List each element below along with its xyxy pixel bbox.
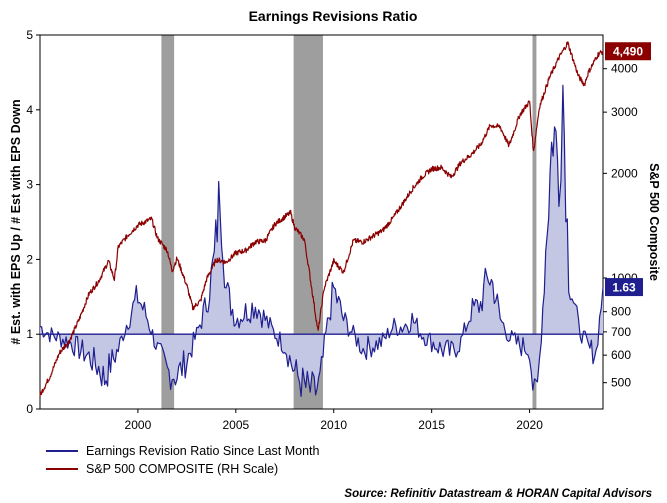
sp500-line <box>39 41 604 397</box>
plot-area <box>39 34 604 410</box>
ratio-line <box>39 84 604 397</box>
y-left-tick-label: 0 <box>26 402 33 416</box>
x-tick-label: 2020 <box>516 418 543 432</box>
y-right-tick-label: 2000 <box>611 166 638 180</box>
recession-band-0 <box>161 35 175 409</box>
x-tick-label: 2000 <box>125 418 152 432</box>
y-left-tick-label: 2 <box>26 252 33 266</box>
source-note: Source: Refinitiv Datastream & HORAN Cap… <box>344 488 652 500</box>
y-right-tick-label: 700 <box>611 325 631 339</box>
y-axis-left: 0 1 2 3 4 5 <box>26 28 40 416</box>
legend-label-ratio: Earnings Revision Ratio Since Last Month <box>86 444 320 458</box>
badge-sp500-label: 4,490 <box>613 45 643 59</box>
y-right-tick-label: 3000 <box>611 105 638 119</box>
chart-title: Earnings Revisions Ratio <box>249 8 418 24</box>
y-left-tick-label: 5 <box>26 28 33 42</box>
y-right-tick-label: 500 <box>611 376 631 390</box>
ratio-series <box>39 84 604 397</box>
y-left-tick-label: 4 <box>26 103 33 117</box>
x-tick-label: 2015 <box>418 418 445 432</box>
y-axis-left-label: # Est. with EPS Up / # Est with EPS Down <box>9 99 23 344</box>
badge-ratio <box>605 278 643 297</box>
legend-label-sp500: S&P 500 COMPOSITE (RH Scale) <box>86 462 278 476</box>
value-badges: 4,490 1.63 <box>605 42 651 297</box>
sp500-series <box>39 41 604 397</box>
x-tick-label: 2005 <box>222 418 249 432</box>
y-right-tick-label: 600 <box>611 348 631 362</box>
y-left-tick-label: 1 <box>26 327 33 341</box>
y-left-tick-label: 3 <box>26 178 33 192</box>
y-right-tick-label: 4000 <box>611 62 638 76</box>
ratio-area <box>40 85 603 397</box>
y-axis-right-label: S&P 500 Composite <box>647 163 661 281</box>
recession-band-2 <box>532 35 537 409</box>
y-right-tick-label: 800 <box>611 305 631 319</box>
badge-sp500 <box>605 42 651 61</box>
x-tick-label: 2010 <box>320 418 347 432</box>
x-axis: 2000 2005 2010 2015 2020 <box>125 409 543 432</box>
legend: Earnings Revision Ratio Since Last Month… <box>46 444 320 476</box>
badge-ratio-label: 1.63 <box>612 281 636 295</box>
